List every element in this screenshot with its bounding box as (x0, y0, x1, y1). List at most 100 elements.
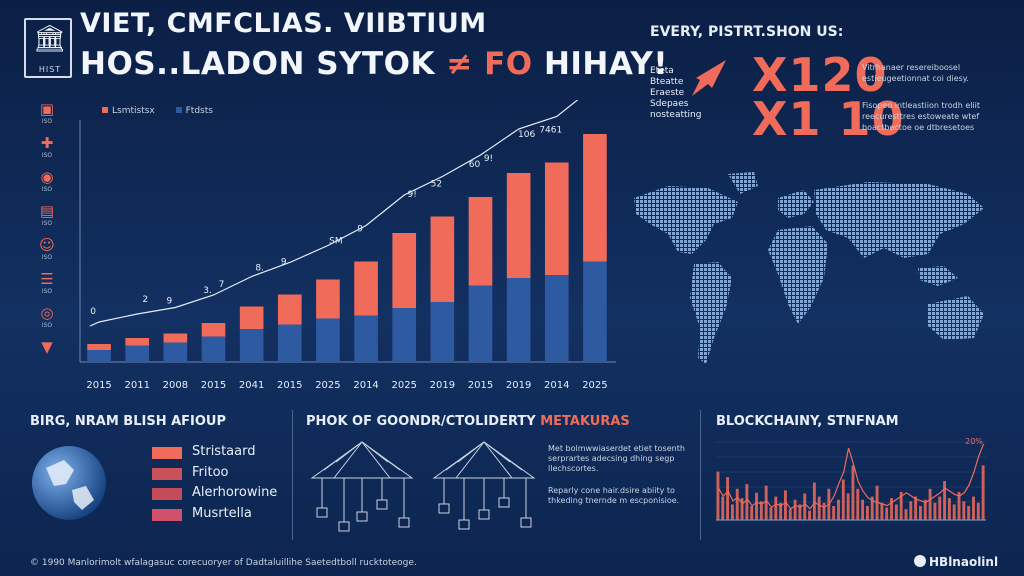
mini-bar (938, 496, 942, 520)
bar-segment-top (583, 134, 607, 262)
arrow-label-line: Eraeste (650, 88, 685, 98)
mini-bar (798, 504, 802, 520)
bar-segment-top (506, 173, 531, 278)
globe-icon (32, 446, 106, 520)
sidebar-item[interactable]: ▤ ISO (34, 202, 60, 238)
mini-bar (919, 505, 922, 520)
mini-bar (914, 496, 918, 520)
building-icon: 🏛 (33, 24, 67, 54)
x-tick-label: 2015 (201, 380, 226, 391)
bar-segment-top (392, 233, 417, 308)
brand[interactable]: HBlnaolinl (914, 555, 998, 569)
bar-segment-top (201, 323, 226, 337)
middle-desc-1: Met bolmwwiaserdet etiet tosenth serprar… (548, 444, 685, 473)
sidebar-item[interactable]: ◉ ISO (34, 168, 60, 204)
sidebar-item-label: ISO (41, 254, 53, 261)
stat-value: X1 10 (752, 92, 905, 146)
data-label: 8. (255, 264, 264, 274)
data-label: SM (329, 237, 342, 247)
mini-bar (870, 496, 874, 520)
sidebar-item-label: ISO (41, 220, 53, 227)
bar-segment-bottom (544, 275, 569, 362)
world-map (634, 172, 984, 364)
calendar-icon: ▣ (39, 100, 55, 118)
legend-label: Ftdsts (185, 106, 213, 116)
mini-bar (755, 492, 758, 520)
list-item-label: Fritoo (192, 464, 229, 480)
sidebar-item-label: ISO (41, 186, 53, 193)
data-label: 9 (357, 225, 363, 235)
cross-icon: ✚ (40, 134, 54, 152)
bar-segment-bottom (354, 315, 378, 362)
arrow-label: Eteta Bteatte Eraeste Sdepaes nosteattin… (650, 66, 701, 121)
section-title-right: BLOCKCHAINY, STNFNAM (716, 414, 899, 429)
bar-segment-bottom (87, 350, 111, 362)
arrow-icon (692, 60, 726, 96)
mini-bar (928, 488, 932, 520)
sidebar-item[interactable]: ▣ ISO (34, 100, 60, 136)
sidebar-item[interactable]: ☰ ISO (34, 270, 60, 306)
bar-segment-bottom (277, 324, 302, 362)
sidebar-item[interactable]: ◎ ISO (34, 304, 60, 340)
mini-bar (967, 505, 971, 520)
legend-swatch (152, 488, 182, 500)
mini-bar (851, 465, 855, 520)
footer-text: © 1990 Manlorimolt wfalagasuc corecuorye… (30, 558, 417, 568)
continent-europe (778, 190, 814, 218)
mini-bar (730, 504, 734, 520)
mini-bar (981, 465, 985, 520)
list-item-label: Alerhorowine (192, 485, 278, 500)
bar-segment-bottom (506, 278, 531, 362)
mini-bar (865, 505, 869, 520)
mini-bar (793, 499, 797, 520)
data-label: 2 (142, 295, 148, 305)
mini-bar (764, 485, 768, 520)
divider (700, 410, 701, 540)
x-tick-label: 2025 (315, 380, 340, 391)
stack-icon: ☰ (40, 270, 54, 288)
bar-segment-top (277, 294, 302, 325)
stat-desc: Vitrhanaer resereiboosel estieugeetionna… (862, 63, 969, 83)
trend-line (89, 85, 596, 327)
data-label: 0 (90, 307, 96, 317)
mini-bar (909, 501, 913, 520)
chart-legend: Lsmtistsx Ftdsts (102, 106, 231, 116)
x-tick-label: 2025 (582, 380, 607, 391)
mini-bar (894, 504, 898, 520)
list-item: Fritoo (152, 465, 302, 486)
section-title-middle-accent: METAKURAS (540, 414, 630, 429)
data-label: 106 (518, 130, 535, 140)
page-title-line1: VIET, CMFCLIAS. VIIBTIUM (80, 8, 487, 39)
x-tick-label: 2025 (391, 380, 416, 391)
list-item: Stristaard (152, 444, 302, 465)
mini-bar (817, 496, 821, 520)
x-tick-label: 2015 (86, 380, 111, 391)
mini-bar (943, 481, 946, 520)
legend-swatch (175, 107, 182, 113)
mini-bar (803, 493, 807, 520)
continent-australia (928, 296, 984, 340)
x-tick-label: 2014 (544, 380, 569, 391)
main-bar-chart: Lsmtistsx Ftdsts 2015 2011 2008 2015 2041 201… (72, 85, 622, 400)
continent-south-america (690, 262, 732, 364)
bar-segment-top (239, 306, 264, 329)
bar-segment-bottom (239, 329, 264, 362)
title-line2-accent: ≠ FO (446, 46, 533, 82)
sidebar: ▣ ISO ✚ ISO ◉ ISO ▤ ISO ☺ ISO ☰ ISO ◎ ISO ▼ (34, 100, 60, 360)
sidebar-item[interactable]: ▼ (34, 338, 60, 374)
data-label: 3. (203, 286, 212, 296)
bar-segment-top (316, 279, 340, 319)
sidebar-item[interactable]: ✚ ISO (34, 134, 60, 170)
mini-bar (745, 484, 749, 520)
category-legend: Stristaard Fritoo Alerhorowine Musrtella (152, 444, 302, 526)
mini-bar (890, 498, 893, 520)
continent-africa (768, 226, 828, 324)
logo: 🏛 HIST (24, 18, 72, 78)
bar-segment-bottom (430, 302, 455, 362)
bar-segment-bottom (163, 342, 188, 362)
mini-bar (779, 502, 783, 520)
data-label: 9 (281, 258, 287, 268)
section-title-left: BIRG, NRAM BLISH AFIOUP (30, 414, 227, 429)
bar-segment-top (544, 162, 569, 275)
sidebar-item[interactable]: ☺ ISO (34, 236, 60, 272)
